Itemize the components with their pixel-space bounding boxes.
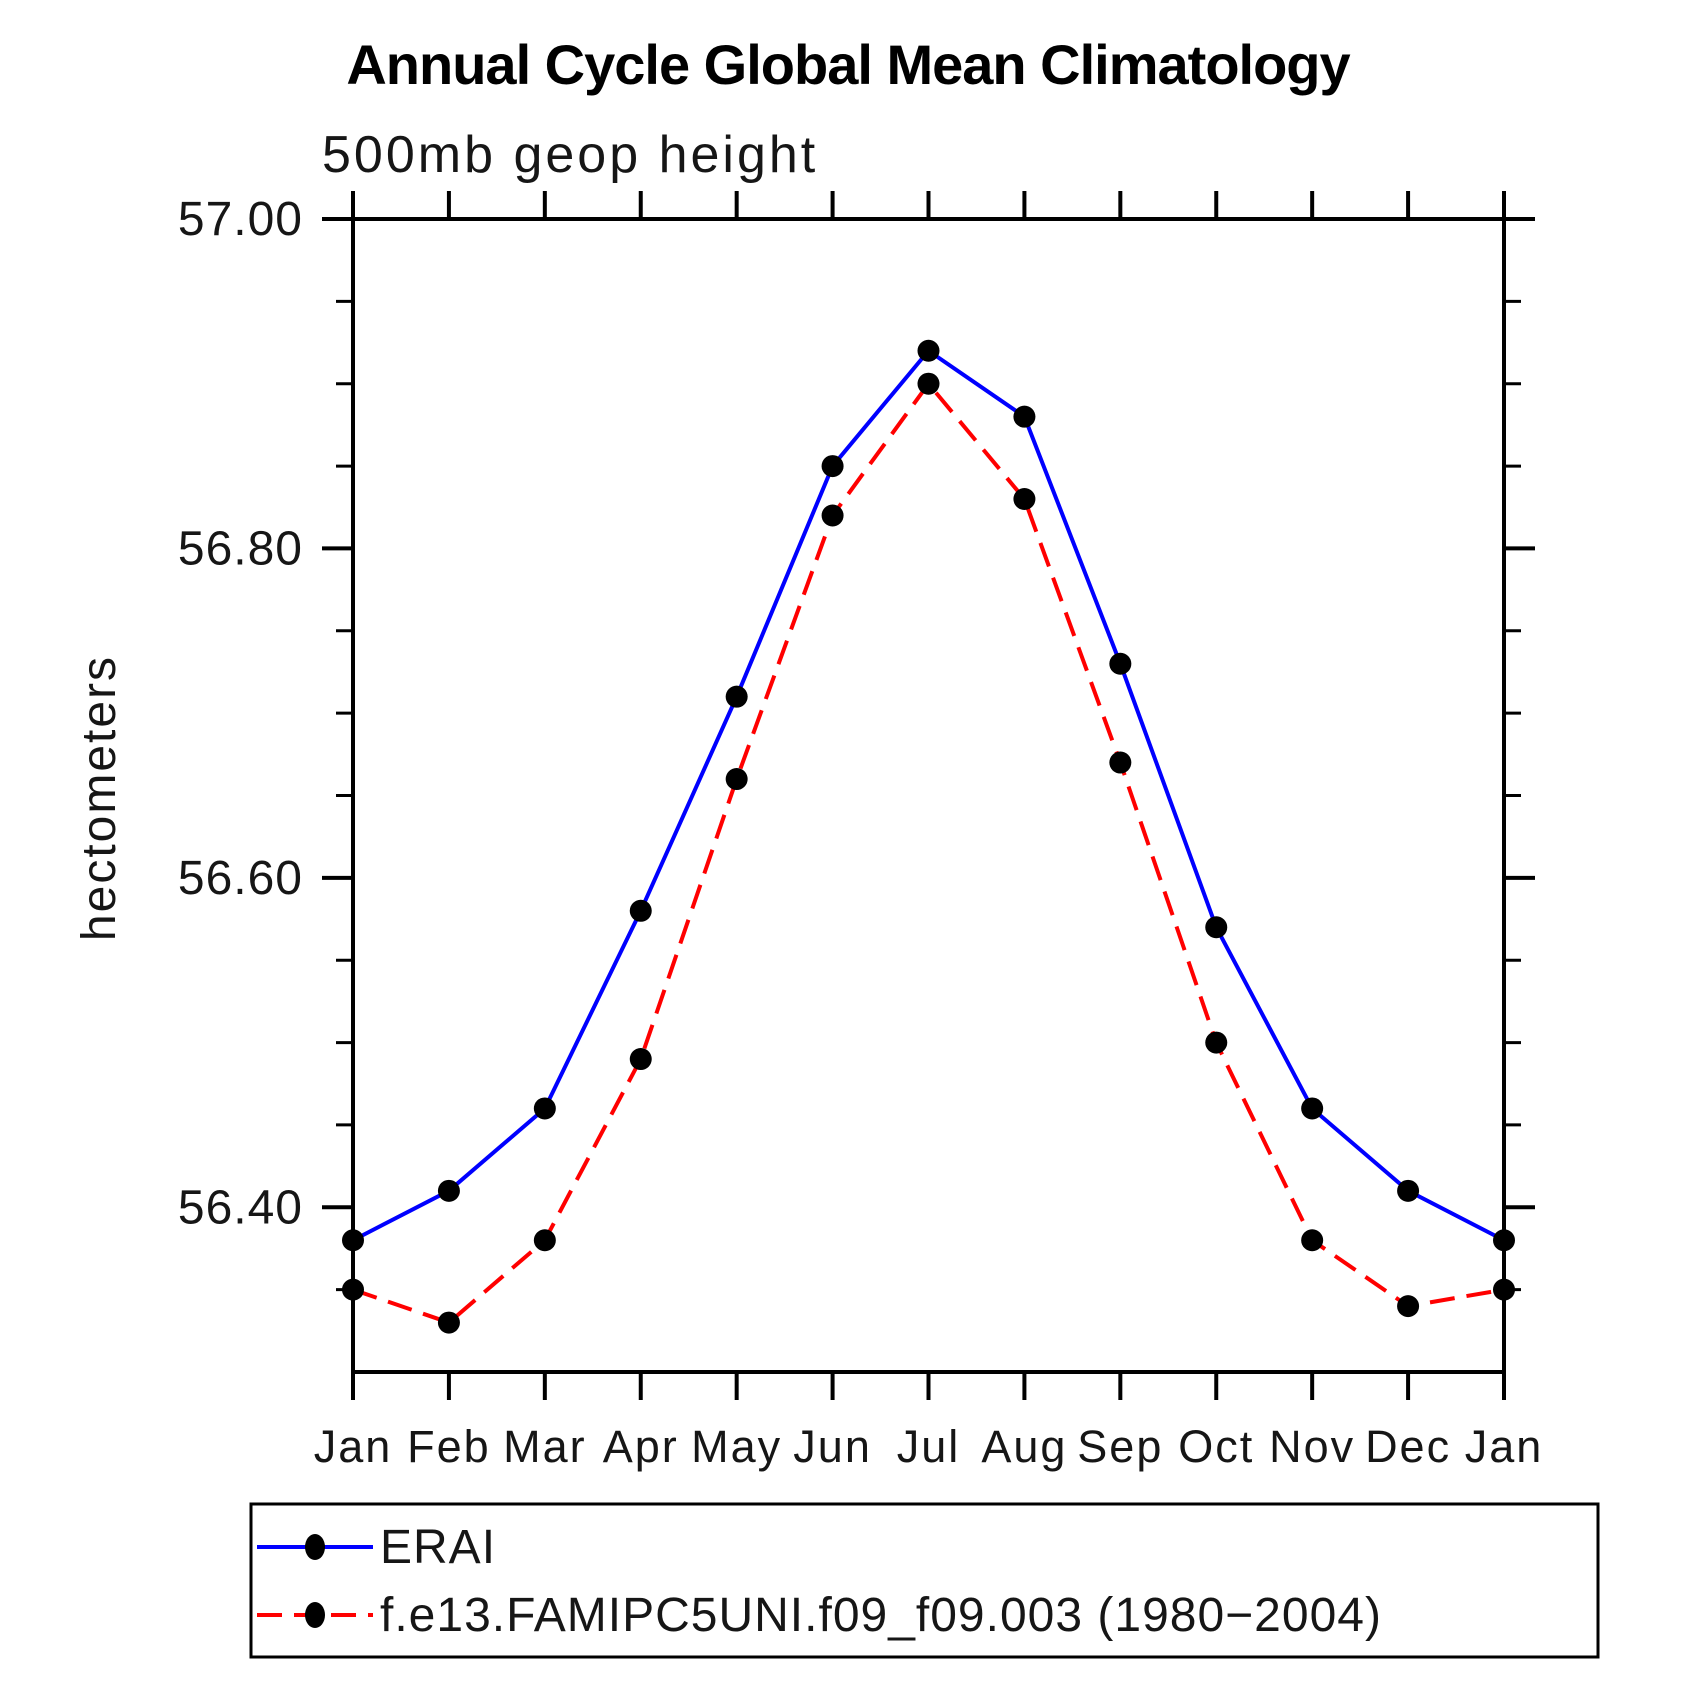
legend-marker-icon [305,1602,325,1628]
plot-frame [351,217,1506,1374]
data-point-marker [437,1179,460,1202]
data-point-marker [1013,488,1036,511]
legend-label: f.e13.FAMIPC5UNI.f09_f09.003 (1980−2004) [380,1589,1382,1642]
x-tick-label: Oct [1178,1421,1254,1472]
series-line-erai [352,348,1505,1243]
data-point-marker [533,1097,556,1120]
data-point-marker [821,455,844,478]
x-tick-label: May [691,1421,782,1472]
legend-label: ERAI [380,1521,496,1574]
data-point-marker [1397,1179,1420,1202]
data-point-marker [437,1311,460,1334]
x-tick-label: Mar [503,1421,587,1472]
y-tick-label: 56.40 [178,1181,303,1234]
data-point-marker [629,1048,652,1071]
y-tick-label: 57.00 [178,193,303,246]
series-line-model [352,380,1505,1325]
data-point-marker [1397,1295,1420,1318]
data-point-marker [1109,652,1132,675]
data-point-marker [821,504,844,527]
legend-marker-icon [305,1534,325,1560]
data-point-marker [725,685,748,708]
x-tick-label: Nov [1269,1421,1355,1472]
x-tick-label: Jan [314,1421,393,1472]
data-point-marker [1109,751,1132,774]
data-point-marker [342,1278,364,1301]
x-tick-label: Feb [407,1421,491,1472]
y-axis-label: hectometers [73,655,126,941]
data-point-marker [1205,916,1228,939]
data-point-marker [1013,405,1036,428]
plot-area: 56.40 56.60 56.80 57.00 Jan Feb Mar Apr May Jun Ju… [178,191,1600,1659]
data-point-marker [533,1229,556,1252]
data-point-marker [1493,1229,1515,1252]
x-tick-label: Aug [981,1421,1067,1472]
data-point-marker [1205,1031,1228,1054]
y-tick-label: 56.80 [178,522,303,575]
data-point-marker [917,372,940,395]
y-tick-label: 56.60 [178,852,303,905]
data-point-marker [1301,1097,1324,1120]
x-tick-label: Apr [603,1421,679,1472]
x-tick-label: Dec [1365,1421,1451,1472]
data-point-marker [725,768,748,791]
x-tick-label: Jun [793,1421,872,1472]
data-point-marker [1301,1229,1324,1252]
chart-subtitle: 500mb geop height [322,126,818,184]
chart-title: Annual Cycle Global Mean Climatology [346,33,1350,96]
data-point-marker [1493,1278,1515,1301]
data-point-marker [917,339,940,362]
x-tick-label: Jul [897,1421,961,1472]
data-point-marker [629,899,652,922]
legend-box [249,1502,1600,1659]
x-tick-label: Sep [1077,1421,1163,1472]
data-point-marker [342,1229,364,1252]
x-tick-label: Jan [1465,1421,1544,1472]
